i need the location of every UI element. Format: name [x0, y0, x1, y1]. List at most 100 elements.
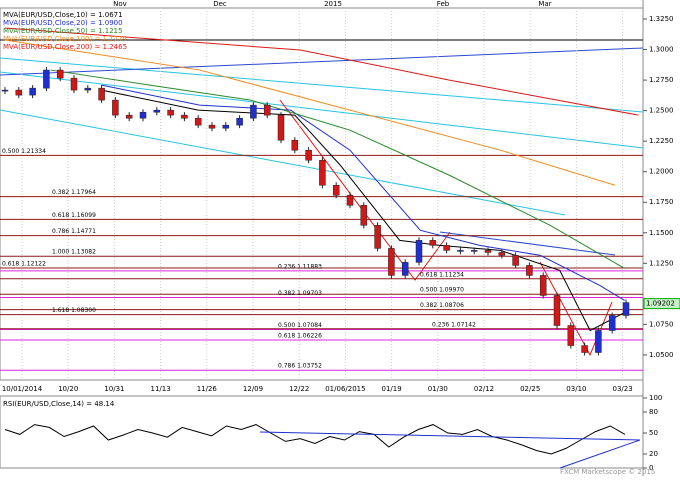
level-label: 0.786 1.14771 — [52, 228, 96, 235]
x-tick-label: 01/06/2015 — [325, 385, 365, 393]
level-label: 0.500 1.07084 — [278, 322, 322, 329]
y-tick-label: 1.1500 — [649, 229, 674, 237]
price-candle — [43, 69, 50, 89]
rsi-trendline — [559, 439, 641, 469]
y-tick-label: 1.2250 — [649, 137, 674, 145]
price-candle — [360, 205, 368, 226]
x-tick-label: 03/23 — [613, 385, 633, 393]
last-price: 1.09202 — [646, 300, 675, 308]
price-candle — [539, 275, 547, 296]
price-candle — [457, 250, 464, 252]
month-label: 2015 — [324, 0, 342, 8]
x-tick-label: 02/12 — [474, 385, 494, 393]
level-label: 0.618 1.11234 — [420, 271, 464, 278]
x-tick-label: 10/20 — [58, 385, 78, 393]
price-candle — [1, 89, 9, 92]
price-candle — [622, 302, 630, 316]
level-label: 0.618 1.16099 — [52, 212, 96, 219]
legend-entry: MVA(EUR/USD,Close,200) = 1.2465 — [3, 43, 127, 51]
price-candle — [429, 240, 437, 246]
price-candle — [181, 114, 188, 119]
month-label: Nov — [113, 0, 127, 8]
trendline — [0, 57, 644, 113]
price-candle — [319, 159, 326, 186]
price-candle — [401, 262, 409, 276]
x-tick-label: 12/22 — [289, 385, 309, 393]
price-candle — [526, 265, 533, 276]
legend-entry: MVA(EUR/USD,Close,20) = 1.0900 — [3, 19, 123, 27]
level-label: 0.382 1.17964 — [52, 189, 96, 196]
price-candle — [277, 114, 285, 141]
price-candle — [153, 109, 161, 113]
price-candle — [194, 117, 202, 126]
y-tick-label: 1.3250 — [649, 15, 674, 23]
price-candle — [125, 114, 133, 119]
x-tick-label: 03/10 — [566, 385, 586, 393]
price-candle — [15, 89, 23, 96]
trendline — [0, 47, 644, 76]
price-candle — [112, 99, 119, 116]
price-candle — [567, 325, 575, 346]
price-candle — [608, 315, 616, 331]
level-label: 0.382 1.08706 — [420, 302, 464, 309]
price-candle — [332, 185, 340, 196]
x-tick-label: 01/19 — [382, 385, 402, 393]
level-label: 1.000 1.13082 — [52, 249, 96, 256]
level-label: 0.618 1.06226 — [278, 332, 322, 339]
price-candle — [305, 149, 312, 161]
legend-entry: MVA(EUR/USD,Close,10) = 1.0671 — [3, 11, 123, 19]
price-candle — [553, 295, 561, 326]
rsi-tick-label: 100 — [649, 394, 662, 402]
legend-entry: MVA(EUR/USD,Close,50) = 1.1215 — [3, 27, 123, 35]
ma-line — [50, 69, 625, 269]
price-candle — [484, 250, 492, 253]
price-candle — [208, 124, 216, 129]
price-candle — [346, 195, 354, 206]
y-tick-label: 1.2750 — [649, 76, 674, 84]
level-label: 0.236 1.11883 — [278, 263, 322, 270]
price-candle — [595, 330, 602, 353]
month-label: Dec — [213, 0, 227, 8]
rsi-title: RSI(EUR/USD,Close,14) = 48.14 — [3, 400, 115, 408]
y-tick-label: 1.0750 — [649, 320, 674, 328]
x-tick-label: 02/25 — [520, 385, 540, 393]
level-label: 0.382 1.09703 — [278, 290, 322, 297]
price-candle — [29, 87, 36, 96]
price-candle — [98, 87, 105, 101]
x-tick-label: 10/01/2014 — [2, 385, 43, 393]
price-candle — [56, 69, 64, 79]
last-price-box — [643, 298, 680, 310]
month-label: Feb — [437, 0, 450, 8]
price-candle — [263, 104, 271, 116]
watermark: FXCM Marketscope © 2015 — [560, 468, 655, 476]
level-label: 0.500 1.09970 — [420, 287, 464, 294]
y-tick-label: 1.2500 — [649, 107, 674, 115]
rsi-tick-label: 20 — [649, 450, 658, 458]
price-candle — [581, 345, 588, 353]
ma-line — [4, 39, 616, 186]
price-candle — [250, 104, 257, 119]
x-tick-label: 11/13 — [151, 385, 171, 393]
y-tick-label: 1.2000 — [649, 168, 674, 176]
x-tick-label: 11/26 — [197, 385, 218, 393]
price-candle — [415, 240, 423, 263]
y-tick-label: 1.1750 — [649, 198, 674, 206]
y-tick-label: 1.0500 — [649, 351, 674, 359]
ma-line — [101, 84, 625, 301]
y-tick-label: 1.3000 — [649, 46, 674, 54]
rsi-line — [4, 424, 626, 455]
price-candle — [512, 255, 519, 266]
price-candle — [139, 111, 147, 119]
level-label: 1.618 1.08300 — [52, 307, 96, 314]
trendline — [0, 109, 566, 216]
x-tick-label: 01/30 — [428, 385, 448, 393]
price-candle — [374, 225, 381, 249]
rsi-tick-label: 50 — [649, 429, 658, 437]
month-label: Mar — [538, 0, 551, 8]
price-candle — [291, 139, 299, 151]
price-candle — [470, 250, 478, 252]
legend-entry: MVA(EUR/USD,Close,100) = 1.1774 — [3, 35, 128, 43]
price-candle — [498, 252, 506, 256]
price-candle — [388, 248, 395, 276]
